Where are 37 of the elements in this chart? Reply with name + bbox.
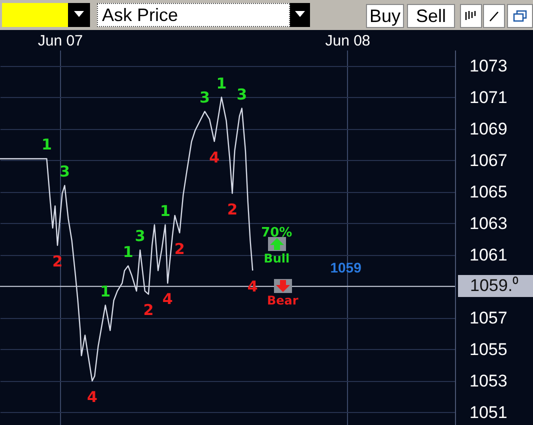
- y-tick-label: 1061: [470, 245, 508, 264]
- y-tick-label: 1057: [470, 308, 508, 328]
- annotation: 4: [86, 388, 98, 406]
- annotation: 3: [200, 88, 210, 106]
- annotation: 1: [160, 202, 170, 220]
- annotation: 1: [122, 242, 134, 261]
- annotation: 70%: [261, 226, 292, 241]
- annotation: 2: [143, 301, 154, 320]
- ref-line-label: 1059: [330, 259, 362, 276]
- annotation: 4: [209, 148, 220, 166]
- x-tick-label: Jun 08: [325, 32, 370, 50]
- annotation: 3: [134, 227, 146, 246]
- y-tick-label: 1055: [470, 340, 508, 359]
- annotation: 3: [236, 85, 248, 104]
- annotation: 1: [41, 136, 52, 154]
- y-tick-label: 1067: [470, 150, 508, 170]
- annotation: 1: [216, 74, 227, 92]
- y-tick-label: 1065: [470, 182, 508, 202]
- text: Sell: [407, 4, 455, 28]
- y-tick-label: 1053: [470, 371, 508, 390]
- annotation: Bear: [266, 294, 298, 308]
- annotation: 3: [59, 162, 70, 181]
- text: Ask Price: [97, 3, 290, 27]
- y-tick-label: 1069: [470, 119, 508, 138]
- annotation: Bull: [264, 252, 290, 266]
- annotation: 2: [52, 252, 63, 270]
- annotation: 2: [227, 200, 238, 218]
- annotation: 4: [162, 290, 173, 308]
- annotation: 2: [174, 240, 185, 258]
- text: 1059.⁰: [458, 275, 533, 298]
- annotation: 1: [100, 282, 111, 300]
- y-tick-label: 1073: [470, 56, 508, 76]
- x-tick-label: Jun 07: [38, 32, 83, 50]
- text: Buy: [366, 4, 404, 28]
- y-tick-label: 1063: [470, 214, 508, 233]
- y-tick-label: 1071: [470, 88, 508, 107]
- y-tick-label: 1051: [470, 402, 508, 422]
